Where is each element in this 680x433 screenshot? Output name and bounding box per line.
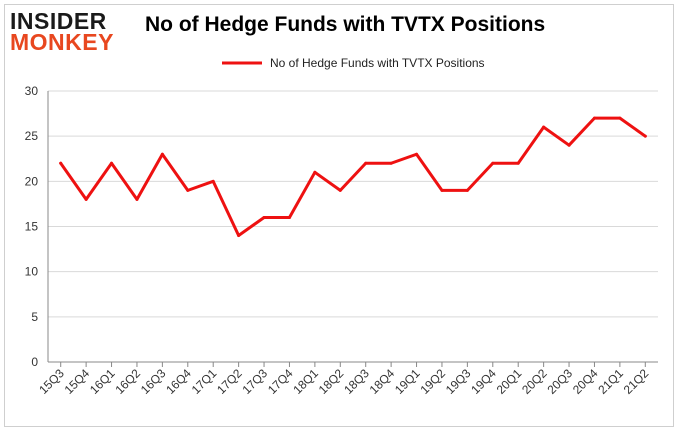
x-tick-label-19Q1: 19Q1 [392, 366, 423, 397]
data-point-17Q4 [287, 215, 291, 219]
data-point-20Q1 [516, 161, 520, 165]
data-point-16Q4 [186, 188, 190, 192]
data-point-20Q3 [567, 143, 571, 147]
x-tick-label-15Q4: 15Q4 [62, 366, 93, 397]
x-tick-label-20Q4: 20Q4 [570, 366, 601, 397]
x-tick-label-20Q2: 20Q2 [519, 366, 550, 397]
data-point-18Q2 [338, 188, 342, 192]
data-point-17Q2 [237, 234, 241, 238]
x-tick-label-18Q2: 18Q2 [316, 366, 347, 397]
chart-frame [4, 4, 674, 427]
x-tick-label-19Q4: 19Q4 [468, 366, 499, 397]
chart-title: No of Hedge Funds with TVTX Positions [145, 13, 546, 36]
y-tick-label-20: 20 [25, 174, 39, 188]
data-point-16Q3 [160, 152, 164, 156]
data-point-20Q2 [542, 125, 546, 129]
data-point-17Q3 [262, 215, 266, 219]
data-point-17Q1 [211, 179, 215, 183]
y-tick-label-15: 15 [25, 220, 39, 234]
data-point-19Q2 [440, 188, 444, 192]
insider-monkey-logo: INSIDER MONKEY [10, 8, 130, 55]
x-tick-label-16Q4: 16Q4 [163, 366, 194, 397]
data-point-16Q1 [110, 161, 114, 165]
data-point-16Q2 [135, 197, 139, 201]
x-tick-label-17Q2: 17Q2 [214, 366, 245, 397]
data-point-18Q1 [313, 170, 317, 174]
x-tick-label-21Q2: 21Q2 [621, 366, 652, 397]
y-tick-label-30: 30 [25, 84, 39, 98]
x-tick-label-20Q3: 20Q3 [545, 366, 576, 397]
y-tick-label-10: 10 [25, 265, 39, 279]
x-tick-label-17Q3: 17Q3 [240, 366, 271, 397]
logo-line-1: INSIDER [10, 8, 107, 34]
series-line-0 [59, 116, 647, 238]
x-tick-label-16Q2: 16Q2 [112, 366, 143, 397]
x-tick-label-18Q3: 18Q3 [341, 366, 372, 397]
data-point-19Q1 [415, 152, 419, 156]
logo-line-2: MONKEY [10, 29, 114, 55]
x-tick-label-21Q1: 21Q1 [595, 366, 626, 397]
data-point-19Q3 [465, 188, 469, 192]
x-tick-label-17Q1: 17Q1 [189, 366, 220, 397]
x-tick-label-18Q1: 18Q1 [290, 366, 321, 397]
data-point-15Q4 [84, 197, 88, 201]
x-tick-label-16Q1: 16Q1 [87, 366, 118, 397]
x-tick-label-16Q3: 16Q3 [138, 366, 169, 397]
data-point-15Q3 [59, 161, 63, 165]
data-point-18Q4 [389, 161, 393, 165]
data-point-20Q4 [592, 116, 596, 120]
legend-label: No of Hedge Funds with TVTX Positions [270, 56, 485, 70]
x-tick-label-18Q4: 18Q4 [367, 366, 398, 397]
x-tick-label-20Q1: 20Q1 [494, 366, 525, 397]
x-tick-label-17Q4: 17Q4 [265, 366, 296, 397]
x-tick-label-15Q3: 15Q3 [36, 366, 67, 397]
data-point-19Q4 [491, 161, 495, 165]
x-tick-label-19Q3: 19Q3 [443, 366, 474, 397]
y-tick-label-0: 0 [31, 355, 38, 369]
data-point-18Q3 [364, 161, 368, 165]
data-point-21Q1 [618, 116, 622, 120]
x-tick-label-19Q2: 19Q2 [417, 366, 448, 397]
y-tick-label-25: 25 [25, 129, 39, 143]
y-tick-label-5: 5 [31, 310, 38, 324]
data-point-21Q2 [643, 134, 647, 138]
